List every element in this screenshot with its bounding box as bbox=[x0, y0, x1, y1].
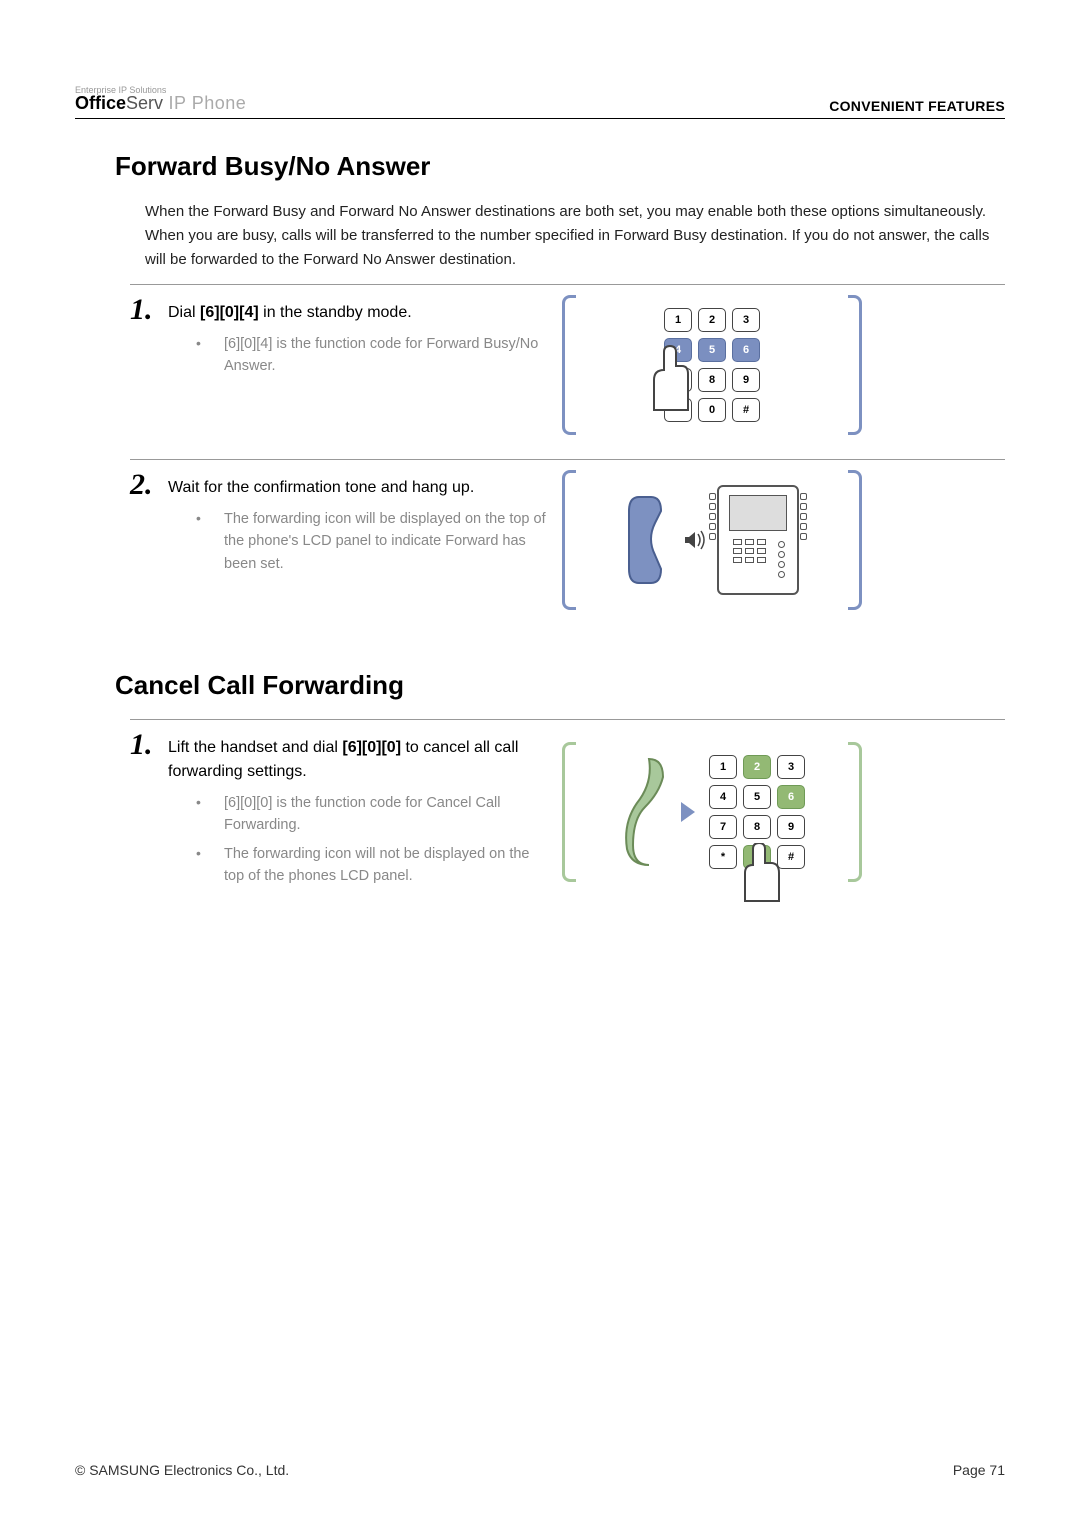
step-sublist: The forwarding icon will be displayed on… bbox=[168, 508, 548, 575]
step-sub-item: The forwarding icon will not be displaye… bbox=[168, 843, 548, 888]
section1-step1: 1 Dial [6][0][4] in the standby mode. [6… bbox=[130, 284, 1005, 459]
illustration-lift-dial: 1 2 3 4 5 6 7 8 9 * 0 # bbox=[562, 730, 862, 894]
arrow-right-icon bbox=[681, 802, 695, 822]
phone-base-icon bbox=[717, 485, 799, 595]
hand-icon bbox=[644, 340, 704, 412]
key-1: 1 bbox=[664, 308, 692, 332]
illustration-keypad: 1 2 3 4 5 6 7 8 9 * 0 # bbox=[562, 295, 862, 435]
brand-ip: IP Phone bbox=[163, 93, 246, 113]
section1-title: Forward Busy/No Answer bbox=[115, 151, 1005, 182]
key-7: 7 bbox=[709, 815, 737, 839]
brand-serv: Serv bbox=[126, 93, 163, 113]
step-number: 1 bbox=[130, 730, 154, 894]
key-2: 2 bbox=[698, 308, 726, 332]
step-number: 2 bbox=[130, 470, 154, 610]
bracket-right-icon bbox=[848, 470, 862, 610]
bracket-left-icon bbox=[562, 742, 576, 882]
section1-steps: 1 Dial [6][0][4] in the standby mode. [6… bbox=[130, 284, 1005, 634]
step-lead: Lift the handset and dial [6][0][0] to c… bbox=[168, 739, 518, 780]
step-lead: Wait for the confirmation tone and hang … bbox=[168, 479, 474, 496]
key-9: 9 bbox=[732, 368, 760, 392]
brand-office: Office bbox=[75, 93, 126, 113]
step-sublist: [6][0][0] is the function code for Cance… bbox=[168, 792, 548, 888]
section2-title: Cancel Call Forwarding bbox=[115, 670, 1005, 701]
key-6: 6 bbox=[732, 338, 760, 362]
illustration-hangup bbox=[562, 470, 862, 610]
section2-steps: 1 Lift the handset and dial [6][0][0] to… bbox=[130, 719, 1005, 918]
handset-lift-icon bbox=[619, 753, 667, 871]
key-hash: # bbox=[732, 398, 760, 422]
step-sublist: [6][0][4] is the function code for Forwa… bbox=[168, 333, 548, 378]
section1-intro: When the Forward Busy and Forward No Ans… bbox=[145, 200, 1005, 272]
bracket-left-icon bbox=[562, 470, 576, 610]
key-6: 6 bbox=[777, 785, 805, 809]
step-sub-item: The forwarding icon will be displayed on… bbox=[168, 508, 548, 575]
key-star: * bbox=[709, 845, 737, 869]
brand: Enterprise IP Solutions OfficeServ IP Ph… bbox=[75, 85, 246, 114]
page-header: Enterprise IP Solutions OfficeServ IP Ph… bbox=[75, 85, 1005, 119]
section2-step1: 1 Lift the handset and dial [6][0][0] to… bbox=[130, 719, 1005, 918]
page-number: Page 71 bbox=[953, 1462, 1005, 1478]
step-text: Lift the handset and dial [6][0][0] to c… bbox=[168, 730, 548, 894]
step-text: Dial [6][0][4] in the standby mode. [6][… bbox=[168, 295, 548, 435]
key-8: 8 bbox=[743, 815, 771, 839]
section1-step2: 2 Wait for the confirmation tone and han… bbox=[130, 459, 1005, 634]
key-3: 3 bbox=[777, 755, 805, 779]
step-sub-item: [6][0][4] is the function code for Forwa… bbox=[168, 333, 548, 378]
section-chapter: CONVENIENT FEATURES bbox=[829, 98, 1005, 114]
key-9: 9 bbox=[777, 815, 805, 839]
hand-icon bbox=[739, 843, 795, 903]
handset-icon bbox=[625, 489, 685, 591]
bracket-left-icon bbox=[562, 295, 576, 435]
bracket-right-icon bbox=[848, 742, 862, 882]
key-1: 1 bbox=[709, 755, 737, 779]
step-sub-item: [6][0][0] is the function code for Cance… bbox=[168, 792, 548, 837]
key-2: 2 bbox=[743, 755, 771, 779]
copyright: © SAMSUNG Electronics Co., Ltd. bbox=[75, 1462, 289, 1478]
key-3: 3 bbox=[732, 308, 760, 332]
key-5: 5 bbox=[743, 785, 771, 809]
key-4: 4 bbox=[709, 785, 737, 809]
bracket-right-icon bbox=[848, 295, 862, 435]
step-text: Wait for the confirmation tone and hang … bbox=[168, 470, 548, 610]
step-lead: Dial [6][0][4] in the standby mode. bbox=[168, 304, 412, 321]
step-number: 1 bbox=[130, 295, 154, 435]
page-footer: © SAMSUNG Electronics Co., Ltd. Page 71 bbox=[75, 1462, 1005, 1478]
